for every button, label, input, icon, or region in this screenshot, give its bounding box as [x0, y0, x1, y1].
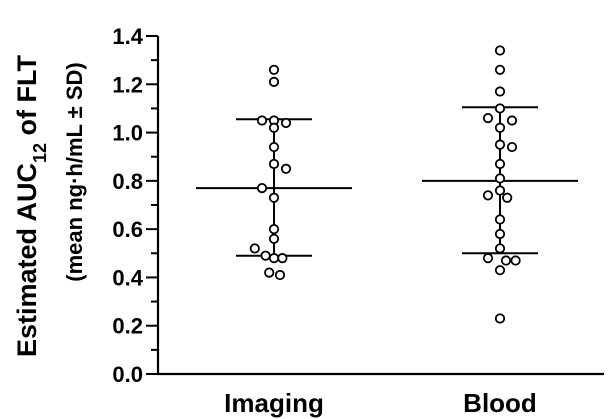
data-point [510, 255, 521, 266]
data-point [482, 253, 494, 264]
data-point [500, 255, 512, 266]
data-point [268, 122, 280, 133]
x-category-label: Imaging [224, 388, 324, 418]
data-point [264, 267, 275, 278]
data-point [280, 117, 292, 129]
y-axis-title-line-2: (mean ng·h/mL ± SD) [62, 62, 87, 281]
data-point [268, 141, 280, 153]
group-blood [422, 45, 578, 324]
group-imaging [196, 64, 352, 281]
data-point [494, 214, 506, 225]
y-tick-label: 1.4 [112, 24, 143, 49]
data-point [494, 313, 506, 324]
data-point [494, 173, 506, 184]
data-point [277, 253, 288, 264]
data-point [494, 45, 506, 56]
x-tick-labels: Imaging Blood [224, 388, 537, 418]
data-point [268, 233, 280, 244]
y-tick-label: 0.4 [112, 265, 143, 290]
y-tick-label: 0.6 [112, 217, 143, 242]
data-point [268, 192, 280, 203]
data-point [482, 112, 494, 124]
data-point [256, 183, 268, 194]
data-point [280, 163, 292, 174]
data-point [502, 192, 513, 203]
data-point [268, 253, 280, 264]
data-point [260, 250, 271, 261]
y-axis-label: Estimated AUC12 of FLT (mean ng·h/mL ± SD… [12, 54, 87, 357]
data-layer [196, 45, 578, 324]
data-point [494, 64, 506, 75]
y-tick-label: 0.8 [112, 169, 143, 194]
data-point [482, 190, 494, 201]
y-tick-label: 1.2 [112, 72, 143, 97]
x-category-label: Blood [463, 388, 537, 418]
data-point [494, 86, 506, 97]
data-point [494, 122, 506, 133]
data-point [494, 243, 506, 254]
y-tick-label: 0.0 [112, 362, 143, 387]
data-point [268, 76, 280, 87]
data-point [268, 64, 280, 75]
data-point [494, 265, 506, 276]
data-point [494, 158, 506, 170]
data-point [506, 115, 518, 126]
data-point [249, 243, 260, 254]
data-point [506, 141, 518, 153]
data-point [268, 158, 280, 170]
axes [156, 36, 604, 376]
data-point [494, 228, 506, 240]
y-tick-label: 0.2 [112, 314, 143, 339]
y-tick-label: 1.0 [112, 121, 143, 146]
data-point [274, 269, 286, 281]
data-point [268, 224, 280, 235]
data-point [494, 139, 506, 150]
data-point [494, 103, 506, 114]
y-ticks: 0.0 0.2 0.4 0.6 0.8 1.0 1.2 1.4 [112, 24, 158, 387]
data-point [494, 185, 506, 196]
data-point [256, 115, 268, 126]
y-axis-title-line-1: Estimated AUC12 of FLT [12, 54, 50, 357]
